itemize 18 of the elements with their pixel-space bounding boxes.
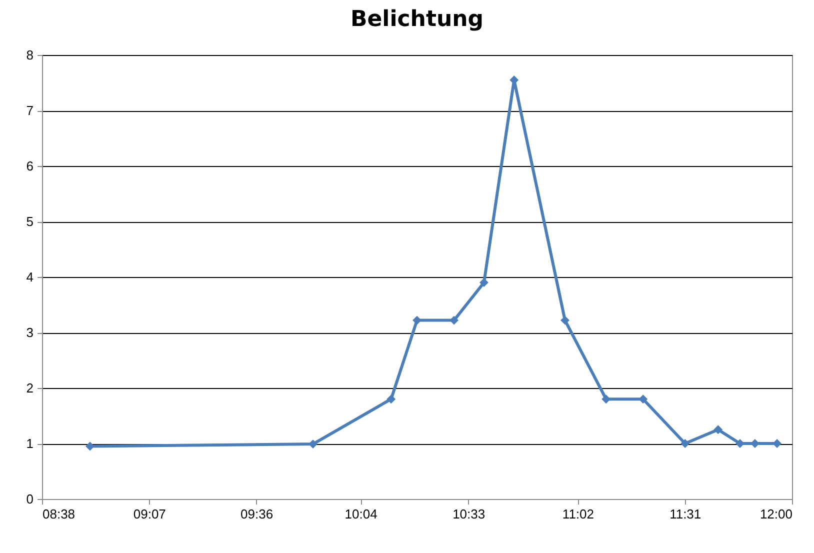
x-tick-label: 10:33 [452,506,486,522]
x-tick-label: 11:31 [670,506,702,522]
y-tick-label: 7 [26,103,34,118]
y-tick-label: 1 [26,436,34,451]
y-tick-label: 3 [26,325,34,340]
x-tick-label: 09:36 [240,506,274,522]
y-tick-label: 4 [26,270,34,284]
y-tick-label: 5 [26,214,34,229]
x-tick-label: 08:38 [42,506,76,522]
x-tick-label: 09:07 [133,506,166,522]
x-tick-label: 12:00 [760,506,792,522]
chart-title: Belichtung [350,7,484,32]
y-tick-label: 6 [26,158,34,174]
y-tick-label: 8 [26,48,34,62]
x-tick-label: 10:04 [344,506,378,522]
x-tick-label: 11:02 [562,506,594,522]
y-tick-label: 2 [26,380,34,396]
y-tick-label: 0 [26,492,34,506]
